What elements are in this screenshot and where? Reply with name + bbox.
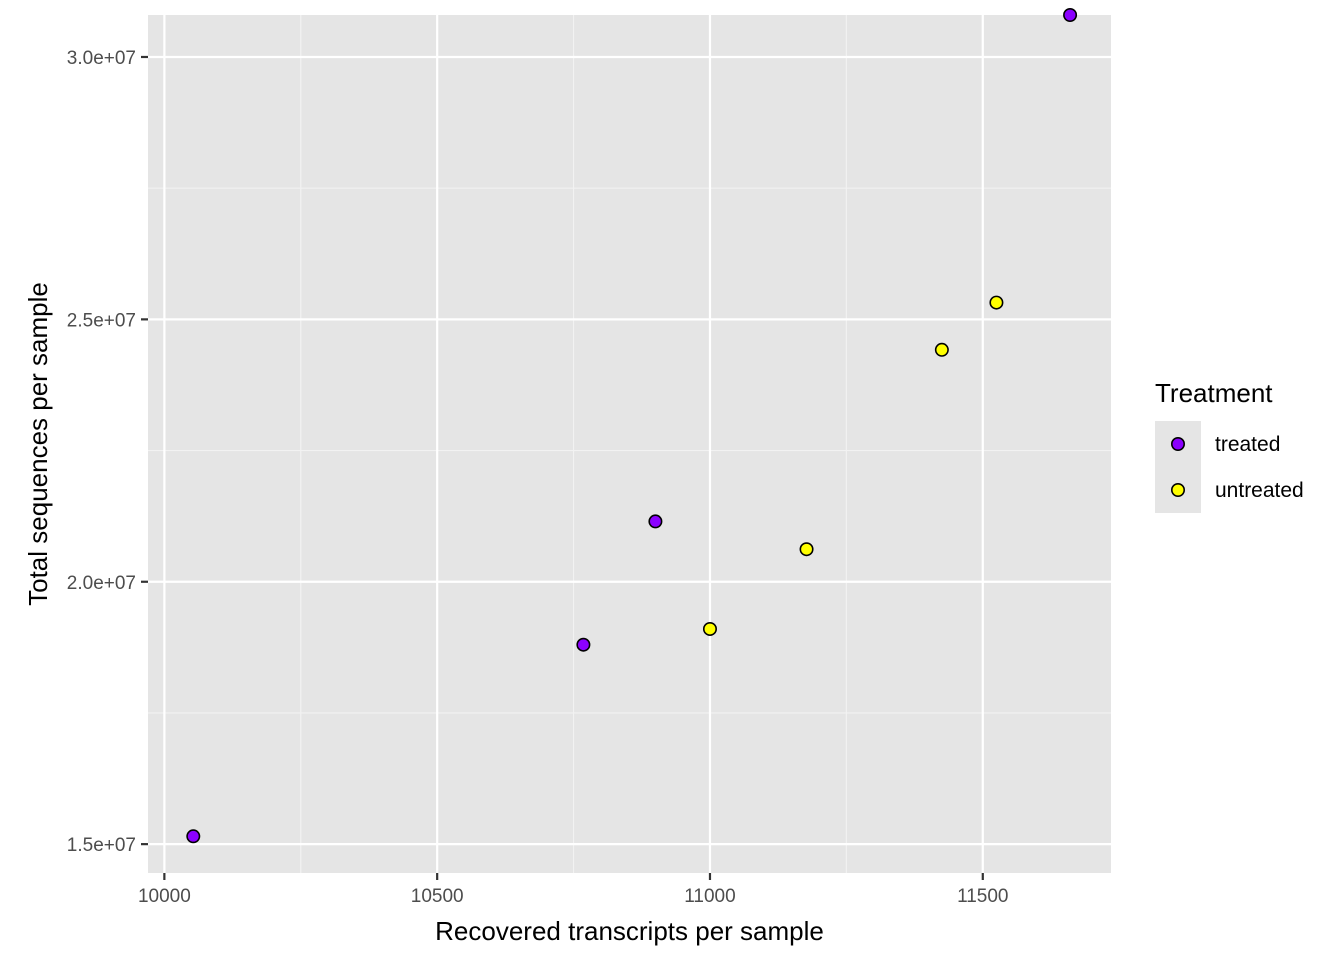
data-point-untreated [934, 342, 949, 357]
legend-label-treated: treated [1215, 433, 1280, 456]
legend-title: Treatment [1155, 378, 1273, 408]
data-point-untreated [799, 542, 814, 557]
y-tick-label: 2.5e+07 [67, 310, 136, 331]
x-tick-label: 11500 [957, 886, 1008, 907]
y-tick-label: 3.0e+07 [67, 48, 136, 69]
legend-items: treated untreated [1171, 433, 1304, 502]
x-tick-label: 10500 [411, 886, 464, 907]
y-tick-label: 1.5e+07 [67, 835, 136, 856]
legend-label-untreated: untreated [1215, 479, 1304, 502]
data-point-untreated [989, 295, 1004, 310]
legend: Treatment treated untreated [1155, 378, 1304, 513]
data-point-treated [576, 637, 591, 652]
y-tick-label: 2.0e+07 [67, 573, 136, 594]
data-point-untreated [702, 621, 717, 636]
data-point-treated [186, 829, 201, 844]
legend-key-treated [1171, 436, 1186, 451]
data-points [186, 8, 1078, 844]
y-axis: 1.5e+07 2.0e+07 2.5e+07 3.0e+07 [67, 48, 148, 856]
data-point-treated [1063, 8, 1078, 22]
x-axis: 10000 10500 11000 11500 [138, 873, 1009, 907]
legend-keys-background [1155, 421, 1201, 513]
major-gridlines [148, 15, 1111, 873]
x-axis-title: Recovered transcripts per sample [435, 916, 824, 946]
x-tick-label: 11000 [684, 886, 735, 907]
minor-gridlines [148, 15, 1111, 873]
legend-key-untreated [1171, 482, 1186, 497]
data-point-treated [648, 514, 663, 529]
plot-panel [148, 15, 1111, 873]
x-tick-label: 10000 [138, 886, 191, 907]
y-axis-title: Total sequences per sample [23, 282, 53, 606]
